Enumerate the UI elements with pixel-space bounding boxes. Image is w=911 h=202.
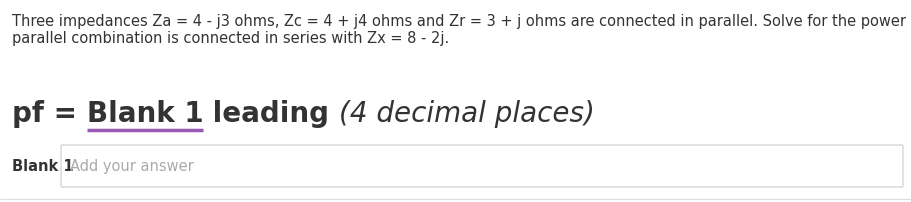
Text: Three impedances Za = 4 - j3 ohms, Zc = 4 + j4 ohms and Zr = 3 + j ohms are conn: Three impedances Za = 4 - j3 ohms, Zc = … (12, 14, 911, 29)
Text: Blank 1: Blank 1 (87, 100, 203, 127)
Text: Blank 1: Blank 1 (12, 159, 74, 174)
Text: Add your answer: Add your answer (70, 159, 193, 174)
Text: (4 decimal places): (4 decimal places) (339, 100, 594, 127)
Text: leading: leading (203, 100, 339, 127)
Text: parallel combination is connected in series with Zx = 8 - 2j.: parallel combination is connected in ser… (12, 31, 449, 46)
Text: pf =: pf = (12, 100, 87, 127)
FancyBboxPatch shape (61, 145, 902, 187)
